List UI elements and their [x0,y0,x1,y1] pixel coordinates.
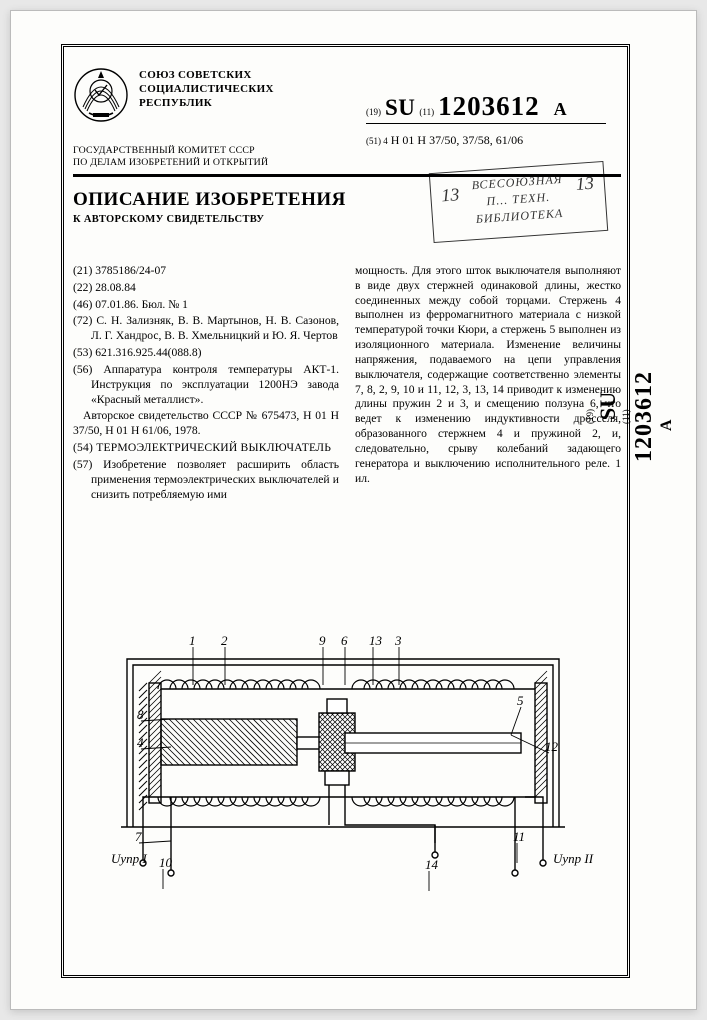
svg-text:8: 8 [137,707,144,722]
svg-text:6: 6 [341,633,348,648]
pub-number: 1203612 [438,91,540,121]
svg-text:1: 1 [189,633,196,648]
body-columns: (21) 3785186/24-07 (22) 28.08.84 (46) 07… [73,264,621,504]
org-name: СОЮЗ СОВЕТСКИХ СОЦИАЛИСТИЧЕСКИХ РЕСПУБЛИ… [139,69,274,110]
side-su: SU [595,391,621,419]
svg-text:9: 9 [319,633,326,648]
field-21: (21) 3785186/24-07 [73,264,339,279]
title-main: ОПИСАНИЕ ИЗОБРЕТЕНИЯ [73,189,346,211]
stamp-line2b: ТЕХН. [512,190,551,207]
svg-text:3: 3 [394,633,402,648]
publication-number: (19) SU (11) 1203612 A [366,91,606,124]
svg-text:11: 11 [513,829,525,844]
field-53: (53) 621.316.925.44(088.8) [73,346,339,361]
ipc-codes: H 01 H 37/50, 37/58, 61/06 [388,133,523,147]
field-22: (22) 28.08.84 [73,281,339,296]
field-72: (72) С. Н. Зализняк, В. В. Мартынов, Н. … [73,314,339,344]
svg-text:10: 10 [159,855,173,870]
side-publication-code: (19) SU (11) 1203612 A [585,371,676,462]
ipc-prefix: (51) 4 [366,136,388,146]
svg-text:4: 4 [137,735,144,750]
svg-text:7: 7 [135,829,142,844]
committee: ГОСУДАРСТВЕННЫЙ КОМИТЕТ СССР ПО ДЕЛАМ ИЗ… [73,145,268,169]
figure-diagram: Uупр IUупр II1296133512847101114 [83,599,603,939]
side-11: (11) [621,409,631,424]
right-column: мощность. Для этого шток выключателя вып… [355,264,621,504]
side-num: 1203612 [631,371,658,462]
field-46: (46) 07.01.86. Бюл. № 1 [73,298,339,313]
svg-text:14: 14 [425,857,439,872]
ipc-classification: (51) 4 H 01 H 37/50, 37/58, 61/06 [366,133,523,148]
su-code: SU [385,95,415,120]
title-sub: К АВТОРСКОМУ СВИДЕТЕЛЬСТВУ [73,214,346,225]
patent-page: СОЮЗ СОВЕТСКИХ СОЦИАЛИСТИЧЕСКИХ РЕСПУБЛИ… [10,10,697,1010]
svg-text:Uупр II: Uупр II [553,851,594,866]
title-block: ОПИСАНИЕ ИЗОБРЕТЕНИЯ К АВТОРСКОМУ СВИДЕТ… [73,189,346,225]
abstract-continuation: мощность. Для этого шток выключателя вып… [355,264,621,486]
left-column: (21) 3785186/24-07 (22) 28.08.84 (46) 07… [73,264,339,504]
library-stamp: 13 13 ВСЕСОЮЗНАЯ П... ТЕХН. БИБЛИОТЕКА [429,161,608,243]
svg-text:13: 13 [369,633,383,648]
pub-kind: A [544,99,567,119]
stamp-left-num: 13 [441,184,460,206]
title-underline [366,123,606,124]
field-57: (57) Изобретение позволяет расширить обл… [73,458,339,502]
field-56: (56) Аппаратура контроля температуры АКТ… [73,363,339,407]
field-54: (54) ТЕРМОЭЛЕКТРИЧЕСКИЙ ВЫКЛЮЧАТЕЛЬ [73,441,339,456]
prefix-11: (11) [419,107,434,117]
field-56b: Авторское свидетельство СССР № 675473, H… [73,409,339,439]
side-19: (19) [585,409,595,424]
stamp-line2a: П... [486,193,509,208]
svg-text:Uупр I: Uупр I [111,851,147,866]
side-kind: A [658,420,676,432]
svg-text:2: 2 [221,633,228,648]
prefix-19: (19) [366,107,381,117]
header: СОЮЗ СОВЕТСКИХ СОЦИАЛИСТИЧЕСКИХ РЕСПУБЛИ… [73,67,274,123]
svg-text:5: 5 [517,693,524,708]
stamp-right-num: 13 [575,173,594,195]
ussr-emblem-icon [73,67,129,123]
